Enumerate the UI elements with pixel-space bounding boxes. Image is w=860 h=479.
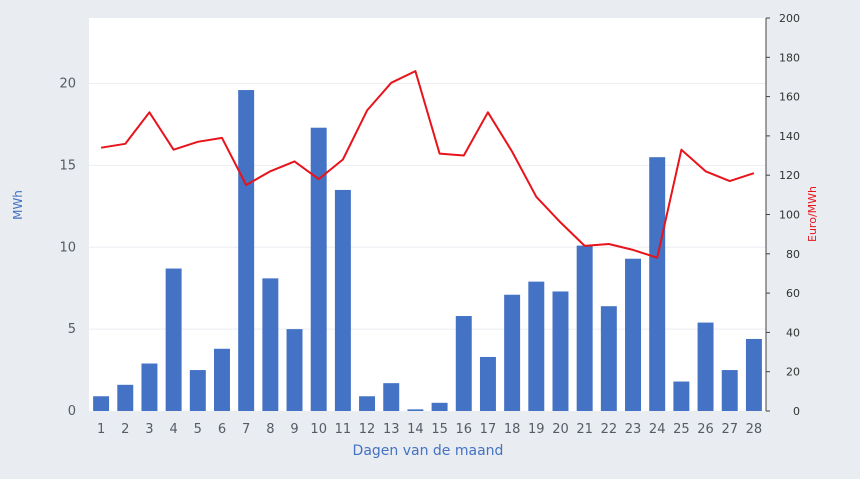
- x-tick-label: 27: [721, 422, 738, 437]
- x-tick-label: 3: [145, 422, 153, 437]
- bar: [141, 363, 158, 411]
- left-tick-label: 5: [68, 322, 76, 337]
- bar: [238, 90, 255, 412]
- bar: [383, 383, 400, 411]
- bar: [745, 338, 762, 411]
- bar: [455, 316, 472, 411]
- x-tick-label: 23: [625, 422, 642, 437]
- x-axis-ticks: 1 2 3 4 5 6 7 8 9 10 11 12 13 14 15 16 17 18 19 20 21 22 23 24 2…: [97, 422, 762, 437]
- right-axis-ticks: 0 20 40 60 80 100 120 140 160 180 200: [766, 12, 800, 418]
- x-axis-title: Dagen van de maand: [353, 443, 504, 459]
- bar: [721, 370, 738, 411]
- right-tick-label: 140: [779, 130, 800, 143]
- bar: [625, 258, 641, 411]
- right-tick-label: 20: [786, 366, 800, 379]
- x-tick-label: 17: [480, 422, 497, 437]
- right-tick-label: 200: [779, 12, 800, 25]
- x-tick-label: 19: [528, 422, 545, 437]
- x-tick-label: 13: [383, 422, 400, 437]
- left-tick-label: 15: [59, 158, 76, 173]
- bar: [93, 396, 110, 411]
- bar: [673, 381, 690, 411]
- x-tick-label: 25: [673, 422, 690, 437]
- bar: [359, 396, 376, 411]
- bar: [697, 322, 714, 411]
- bar: [431, 402, 448, 411]
- bar: [117, 384, 134, 411]
- bar: [552, 291, 569, 411]
- line-series: [100, 70, 755, 259]
- x-tick-label: 20: [552, 422, 569, 437]
- bar: [504, 294, 521, 411]
- right-tick-label: 80: [786, 248, 800, 261]
- x-tick-label: 5: [194, 422, 202, 437]
- x-tick-label: 2: [121, 422, 129, 437]
- x-tick-label: 21: [576, 422, 593, 437]
- right-tick-label: 180: [779, 51, 800, 64]
- x-tick-label: 6: [218, 422, 226, 437]
- right-tick-label: 160: [779, 91, 800, 104]
- right-axis-title: Euro/MWh: [806, 186, 819, 242]
- x-tick-label: 28: [746, 422, 763, 437]
- x-tick-label: 15: [431, 422, 448, 437]
- bar: [165, 268, 182, 411]
- bar: [576, 245, 593, 411]
- x-tick-label: 14: [407, 422, 424, 437]
- bar: [286, 329, 303, 411]
- left-tick-label: 0: [68, 404, 76, 419]
- bar: [407, 409, 424, 411]
- left-axis-title: MWh: [11, 190, 25, 220]
- left-tick-label: 20: [59, 77, 76, 92]
- right-tick-label: 40: [786, 326, 800, 339]
- bar: [600, 306, 617, 411]
- bar: [479, 356, 496, 411]
- left-tick-label: 10: [59, 240, 76, 255]
- x-tick-label: 7: [242, 422, 250, 437]
- x-tick-label: 24: [649, 422, 666, 437]
- x-tick-label: 8: [266, 422, 274, 437]
- bar: [334, 189, 351, 411]
- x-tick-label: 18: [504, 422, 521, 437]
- right-tick-label: 120: [779, 169, 800, 182]
- x-tick-label: 11: [335, 422, 352, 437]
- bar-series: [93, 90, 762, 412]
- bar: [189, 370, 206, 411]
- bar: [310, 127, 327, 412]
- bar: [214, 348, 230, 411]
- bar: [649, 157, 666, 411]
- x-tick-label: 26: [697, 422, 714, 437]
- x-tick-label: 22: [601, 422, 618, 437]
- x-tick-label: 16: [455, 422, 472, 437]
- left-axis-ticks: 0 5 10 15 20: [59, 77, 76, 420]
- right-tick-label: 60: [786, 287, 800, 300]
- x-tick-label: 4: [169, 422, 177, 437]
- right-tick-label: 0: [793, 405, 800, 418]
- price-line: [100, 70, 755, 259]
- bar: [528, 281, 545, 411]
- x-tick-label: 9: [290, 422, 298, 437]
- right-tick-label: 100: [779, 209, 800, 222]
- x-tick-label: 10: [310, 422, 327, 437]
- x-tick-label: 12: [359, 422, 376, 437]
- x-tick-label: 1: [97, 422, 105, 437]
- bar: [262, 278, 279, 411]
